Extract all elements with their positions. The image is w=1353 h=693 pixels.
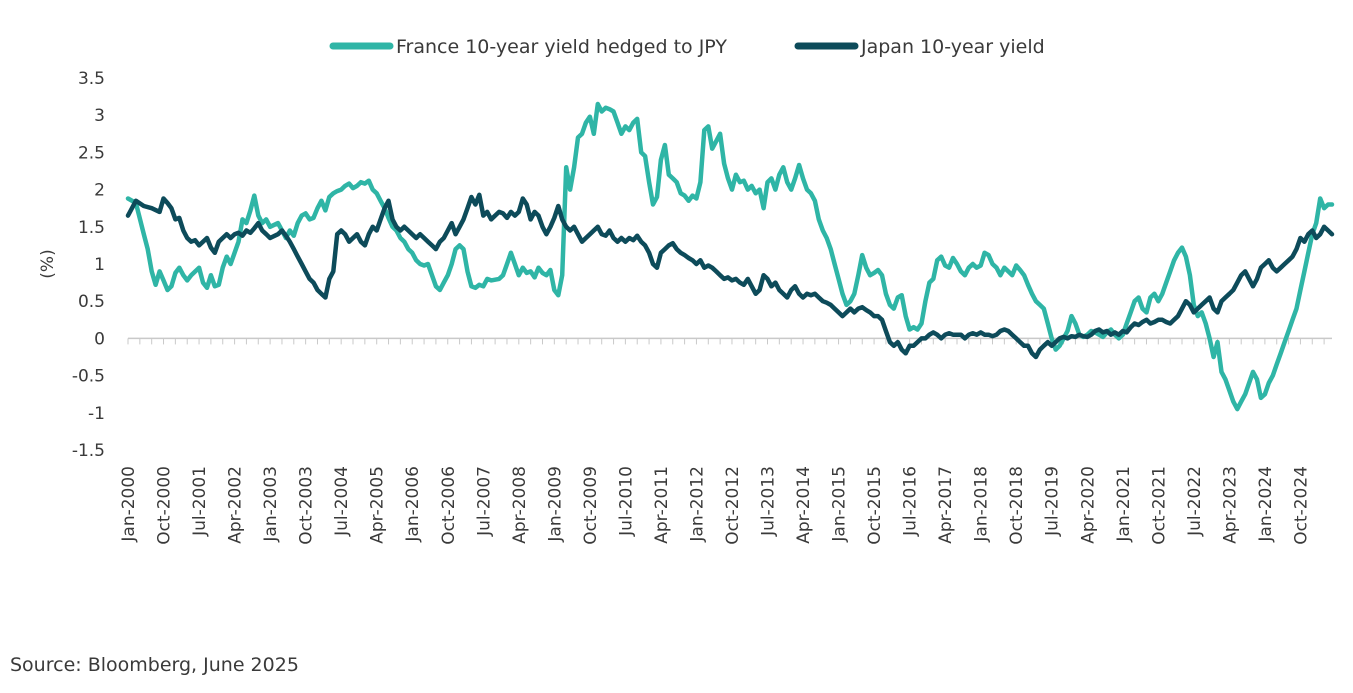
source-note: Source: Bloomberg, June 2025 bbox=[10, 654, 299, 676]
y-tick-label: 0.5 bbox=[78, 292, 105, 312]
y-axis-title: (%) bbox=[38, 249, 58, 278]
x-tick-label: Jan-2012 bbox=[687, 466, 707, 543]
x-tick-label: Jan-2003 bbox=[261, 466, 281, 543]
x-tick-label: Apr-2017 bbox=[936, 466, 956, 544]
x-tick-label: Oct-2006 bbox=[439, 466, 459, 545]
x-tick-label: Apr-2008 bbox=[510, 466, 530, 544]
y-tick-label: 3.5 bbox=[78, 69, 105, 89]
x-tick-label: Oct-2000 bbox=[155, 466, 175, 545]
x-tick-label: Jul-2010 bbox=[616, 466, 636, 537]
x-tick-label: Oct-2012 bbox=[723, 466, 743, 545]
legend-label-japan: Japan 10-year yield bbox=[860, 36, 1045, 58]
x-tick-label: Apr-2005 bbox=[368, 466, 388, 544]
x-tick-label: Jul-2019 bbox=[1043, 466, 1063, 537]
y-tick-label: 0 bbox=[94, 329, 105, 349]
x-tick-label: Oct-2003 bbox=[297, 466, 317, 545]
x-tick-label: Jan-2018 bbox=[972, 466, 992, 543]
x-tick-label: Jan-2009 bbox=[545, 466, 565, 543]
x-tick-label: Jan-2006 bbox=[403, 466, 423, 543]
y-tick-label: 3 bbox=[94, 106, 105, 126]
x-tick-label: Oct-2021 bbox=[1149, 466, 1169, 545]
y-tick-label: 1 bbox=[94, 255, 105, 275]
x-tick-label: Apr-2014 bbox=[794, 466, 814, 544]
x-tick-label: Jul-2013 bbox=[759, 466, 779, 537]
y-tick-label: -1 bbox=[88, 404, 105, 424]
x-tick-label: Jul-2022 bbox=[1185, 466, 1205, 537]
x-tick-label: Jan-2024 bbox=[1256, 466, 1276, 543]
x-tick-label: Apr-2002 bbox=[226, 466, 246, 544]
x-tick-label: Oct-2024 bbox=[1291, 466, 1311, 545]
y-tick-label: 2 bbox=[94, 181, 105, 201]
chart-legend: France 10-year yield hedged to JPY Japan… bbox=[329, 36, 1045, 58]
y-tick-label: 1.5 bbox=[78, 218, 105, 238]
x-tick-label: Oct-2018 bbox=[1007, 466, 1027, 545]
x-tick-label: Jan-2000 bbox=[119, 466, 139, 543]
x-tick-label: Jul-2016 bbox=[901, 466, 921, 537]
line-chart: France 10-year yield hedged to JPY Japan… bbox=[38, 36, 1335, 545]
x-tick-label: Apr-2011 bbox=[652, 466, 672, 544]
series-line-japan bbox=[125, 192, 1335, 360]
y-tick-label: -0.5 bbox=[72, 367, 105, 387]
legend-label-france: France 10-year yield hedged to JPY bbox=[396, 36, 727, 58]
x-tick-label: Apr-2020 bbox=[1078, 466, 1098, 544]
x-tick-label: Oct-2015 bbox=[865, 466, 885, 545]
x-tick-label: Jul-2004 bbox=[332, 466, 352, 537]
x-tick-label: Jul-2001 bbox=[190, 466, 210, 537]
y-tick-label: 2.5 bbox=[78, 143, 105, 163]
x-tick-label: Jul-2007 bbox=[474, 466, 494, 537]
x-tick-label: Jan-2021 bbox=[1114, 466, 1134, 543]
series-layer bbox=[125, 101, 1335, 412]
x-axis: Jan-2000 Oct-2000 Jul-2001 Apr-2002 Jan-2003… bbox=[119, 338, 1325, 545]
y-axis: 3.5 3 2.5 2 1.5 1 0.5 0 -0.5 -1 -1.5 bbox=[72, 69, 105, 461]
x-tick-label: Oct-2009 bbox=[581, 466, 601, 545]
x-tick-label: Apr-2023 bbox=[1220, 466, 1240, 544]
y-tick-label: -1.5 bbox=[72, 441, 105, 461]
x-tick-label: Jan-2015 bbox=[830, 466, 850, 543]
series-line-france bbox=[125, 101, 1335, 412]
